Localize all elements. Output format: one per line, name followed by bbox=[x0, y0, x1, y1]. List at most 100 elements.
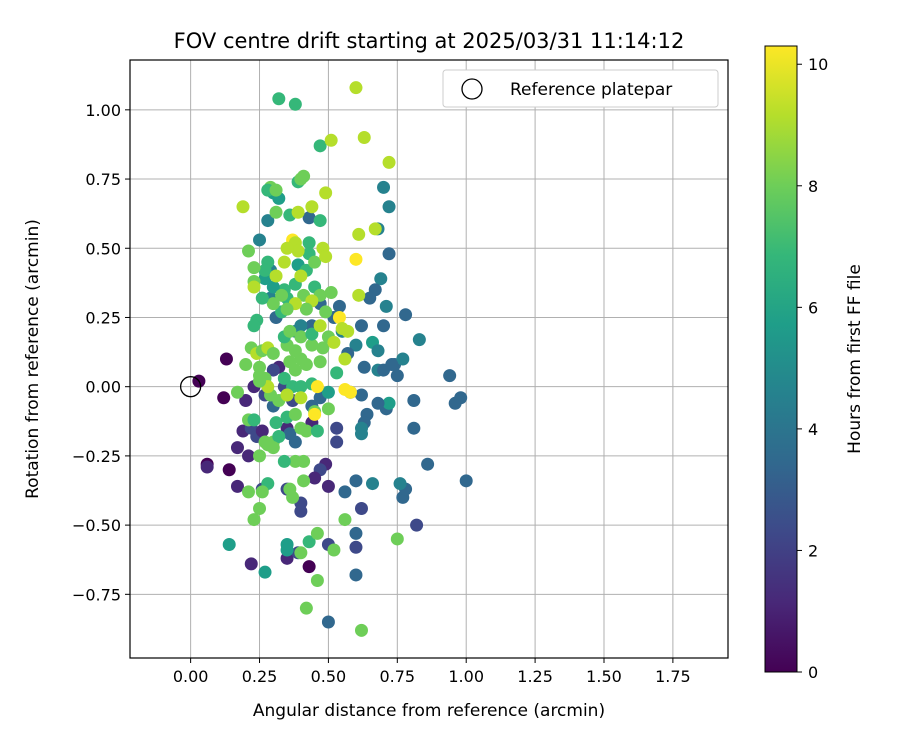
data-point bbox=[294, 269, 308, 283]
y-tick-label: −0.25 bbox=[72, 447, 121, 466]
data-point bbox=[294, 391, 308, 405]
data-point bbox=[341, 324, 355, 338]
y-tick-label: 0.75 bbox=[85, 170, 121, 189]
data-point bbox=[330, 435, 344, 449]
x-tick-label: 1.75 bbox=[655, 667, 691, 686]
data-point bbox=[385, 358, 399, 372]
data-point bbox=[321, 385, 335, 399]
data-point bbox=[280, 388, 294, 402]
legend-box bbox=[442, 69, 719, 108]
y-tick-label: 0.25 bbox=[85, 308, 121, 327]
data-point bbox=[302, 535, 316, 549]
data-point bbox=[349, 568, 363, 582]
data-point bbox=[319, 305, 333, 319]
data-points bbox=[192, 81, 473, 637]
data-point bbox=[247, 261, 261, 275]
data-point bbox=[308, 407, 322, 421]
data-point bbox=[310, 380, 324, 394]
data-point bbox=[241, 449, 255, 463]
x-tick-label: 0.00 bbox=[173, 667, 209, 686]
data-point bbox=[407, 394, 421, 408]
colorbar-label: Hours from first FF file bbox=[845, 264, 865, 454]
data-point bbox=[277, 371, 291, 385]
data-point bbox=[338, 485, 352, 499]
data-point bbox=[338, 352, 352, 366]
data-point bbox=[349, 474, 363, 488]
data-point bbox=[371, 396, 385, 410]
data-point bbox=[286, 490, 300, 504]
data-point bbox=[313, 139, 327, 153]
data-point bbox=[330, 421, 344, 435]
data-point bbox=[266, 346, 280, 360]
data-point bbox=[368, 222, 382, 236]
data-point bbox=[299, 424, 313, 438]
data-point bbox=[253, 233, 267, 247]
data-point bbox=[374, 272, 388, 286]
colorbar-tick-label: 10 bbox=[808, 55, 828, 74]
data-point bbox=[269, 205, 283, 219]
data-point bbox=[308, 255, 322, 269]
data-point bbox=[261, 438, 275, 452]
data-point bbox=[253, 449, 267, 463]
plot-frame bbox=[129, 59, 729, 659]
data-point bbox=[305, 327, 319, 341]
data-point bbox=[266, 363, 280, 377]
data-point bbox=[255, 291, 269, 305]
data-point bbox=[239, 394, 253, 408]
data-point bbox=[255, 424, 269, 438]
data-point bbox=[327, 335, 341, 349]
data-point bbox=[299, 302, 313, 316]
legend-entry: Reference platepar bbox=[510, 80, 672, 100]
colorbar bbox=[764, 45, 798, 673]
data-point bbox=[294, 330, 308, 344]
colorbar-ticks: 0 2 4 6 8 10 bbox=[797, 55, 828, 682]
data-point bbox=[349, 81, 363, 95]
data-point bbox=[272, 92, 286, 106]
data-point bbox=[319, 250, 333, 264]
data-point bbox=[247, 413, 261, 427]
data-point bbox=[407, 421, 421, 435]
y-tick-label: 0.00 bbox=[85, 378, 121, 397]
data-point bbox=[297, 474, 311, 488]
data-point bbox=[280, 241, 294, 255]
data-point bbox=[349, 526, 363, 540]
x-tick-label: 0.50 bbox=[311, 667, 347, 686]
grid-lines bbox=[130, 60, 728, 658]
data-point bbox=[247, 319, 261, 333]
data-point bbox=[294, 546, 308, 560]
x-axis-label: Angular distance from reference (arcmin) bbox=[253, 701, 605, 721]
data-point bbox=[443, 369, 457, 383]
data-point bbox=[247, 280, 261, 294]
data-point bbox=[302, 211, 316, 225]
x-axis-ticks: 0.00 0.25 0.50 0.75 1.00 1.25 1.50 1.75 bbox=[173, 658, 691, 686]
data-point bbox=[310, 424, 324, 438]
x-tick-label: 0.25 bbox=[242, 667, 278, 686]
data-point bbox=[310, 573, 324, 587]
data-point bbox=[363, 291, 377, 305]
data-point bbox=[277, 255, 291, 269]
data-point bbox=[366, 477, 380, 491]
data-point bbox=[288, 344, 302, 358]
data-point bbox=[354, 388, 368, 402]
y-tick-label: −0.75 bbox=[72, 585, 121, 604]
data-point bbox=[454, 391, 468, 405]
legend-marker bbox=[461, 78, 483, 100]
data-point bbox=[310, 526, 324, 540]
data-point bbox=[382, 200, 396, 214]
data-point bbox=[352, 227, 366, 241]
data-point bbox=[349, 252, 363, 266]
data-point bbox=[217, 391, 231, 405]
data-point bbox=[258, 565, 272, 579]
data-point bbox=[390, 369, 404, 383]
data-point bbox=[288, 435, 302, 449]
data-point bbox=[354, 502, 368, 515]
data-point bbox=[412, 333, 426, 347]
data-point bbox=[219, 352, 233, 366]
y-tick-label: 0.50 bbox=[85, 239, 121, 258]
data-point bbox=[390, 532, 404, 546]
data-point bbox=[321, 615, 335, 629]
data-point bbox=[321, 402, 335, 416]
data-point bbox=[371, 344, 385, 358]
data-point bbox=[393, 477, 407, 491]
